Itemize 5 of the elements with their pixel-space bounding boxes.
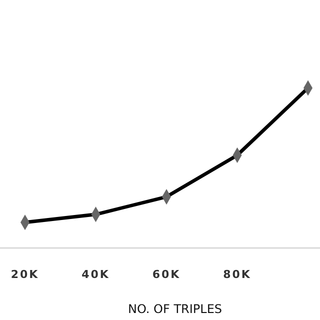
x-axis-title: NO. OF TRIPLES — [128, 302, 222, 316]
x-tick-label: 60K — [152, 268, 181, 281]
x-tick-label: 40K — [82, 268, 110, 281]
x-tick-label: 20K — [10, 268, 40, 281]
x-tick-label: 80K — [223, 268, 252, 281]
